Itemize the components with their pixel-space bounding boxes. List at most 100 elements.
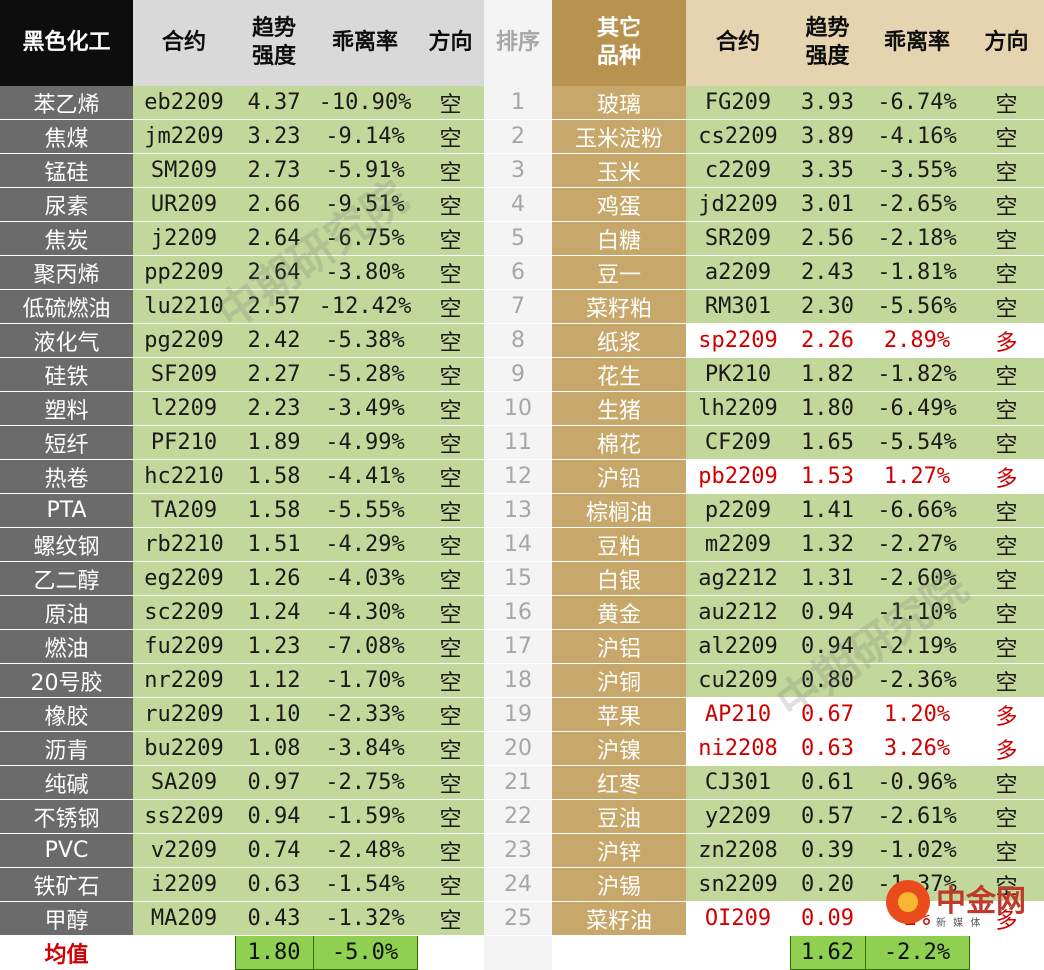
left-deviation: -10.90%: [313, 86, 417, 120]
table-row: 纯碱 SA209 0.97 -2.75% 空 21 红枣 CJ301 0.61 -0.96% 空: [0, 765, 1044, 800]
right-deviation: -6.66%: [865, 493, 969, 528]
left-name: 焦炭: [0, 221, 133, 256]
right-deviation: -1.02%: [865, 833, 969, 868]
right-name: 玉米淀粉: [552, 119, 686, 154]
right-direction: 空: [969, 255, 1044, 290]
right-contract: RM301: [686, 289, 790, 324]
left-direction: 空: [417, 357, 484, 392]
left-contract: SA209: [133, 765, 235, 800]
right-name: 棕榈油: [552, 493, 686, 528]
right-direction: 空: [969, 289, 1044, 324]
left-deviation: -1.59%: [313, 799, 417, 834]
right-direction: 空: [969, 561, 1044, 596]
left-contract: SF209: [133, 357, 235, 392]
rank-header: 排序: [484, 0, 552, 86]
right-contract: jd2209: [686, 187, 790, 222]
left-contract: SM209: [133, 153, 235, 188]
right-deviation: -5.54%: [865, 425, 969, 460]
left-average-deviation: -5.0%: [312, 935, 418, 970]
right-contract: sn2209: [686, 867, 790, 902]
right-direction: 空: [969, 153, 1044, 188]
right-direction: 多: [969, 323, 1044, 358]
left-contract: pp2209: [133, 255, 235, 290]
right-trend: 1.32: [790, 527, 865, 562]
right-deviation: -2.18%: [865, 221, 969, 256]
right-name: 棉花: [552, 425, 686, 460]
right-direction: 空: [969, 357, 1044, 392]
table-row: 焦炭 j2209 2.64 -6.75% 空 5 白糖 SR209 2.56 -2.18% 空: [0, 221, 1044, 256]
rank: 1: [484, 86, 552, 120]
left-name: 低硫燃油: [0, 289, 133, 324]
right-contract-header: 合约: [686, 0, 790, 86]
left-deviation-header: 乖离率: [313, 0, 417, 86]
right-name: 苹果: [552, 697, 686, 732]
right-contract: cs2209: [686, 119, 790, 154]
left-deviation: -5.55%: [313, 493, 417, 528]
left-deviation: -3.84%: [313, 731, 417, 766]
left-contract: ru2209: [133, 697, 235, 732]
left-name: 甲醇: [0, 901, 133, 936]
rank: 19: [484, 697, 552, 732]
table-row: 沥青 bu2209 1.08 -3.84% 空 20 沪镍 ni2208 0.63 3.26% 多: [0, 731, 1044, 766]
right-contract: al2209: [686, 629, 790, 664]
logo-icon: [886, 880, 930, 924]
left-direction: 空: [417, 153, 484, 188]
right-deviation: -0.96%: [865, 765, 969, 800]
right-deviation: 2.89%: [865, 323, 969, 358]
right-deviation: -2.60%: [865, 561, 969, 596]
left-contract: fu2209: [133, 629, 235, 664]
right-name: 沪铝: [552, 629, 686, 664]
right-deviation: -3.55%: [865, 153, 969, 188]
right-name: 白糖: [552, 221, 686, 256]
left-deviation: -4.99%: [313, 425, 417, 460]
left-trend: 2.64: [235, 255, 313, 290]
table-row: 苯乙烯 eb2209 4.37 -10.90% 空 1 玻璃 FG209 3.93 -6.74% 空: [0, 86, 1044, 120]
right-name: 沪镍: [552, 731, 686, 766]
right-direction: 空: [969, 119, 1044, 154]
rank: 22: [484, 799, 552, 834]
rank: 15: [484, 561, 552, 596]
right-name: 红枣: [552, 765, 686, 800]
right-name: 豆一: [552, 255, 686, 290]
right-direction: 空: [969, 867, 1044, 902]
right-contract: au2212: [686, 595, 790, 630]
left-trend: 2.57: [235, 289, 313, 324]
table-row: 乙二醇 eg2209 1.26 -4.03% 空 15 白银 ag2212 1.31 -2.60%…: [0, 561, 1044, 596]
right-direction: 空: [969, 663, 1044, 698]
right-name: 菜籽粕: [552, 289, 686, 324]
left-trend-header: 趋势强度: [235, 0, 313, 86]
left-trend: 2.23: [235, 391, 313, 426]
right-trend: 0.63: [790, 731, 865, 766]
site-logo: 中金网 新 媒 体: [886, 872, 1036, 938]
right-trend: 2.30: [790, 289, 865, 324]
right-contract: lh2209: [686, 391, 790, 426]
right-name: 生猪: [552, 391, 686, 426]
left-average-trend: 1.80: [234, 935, 314, 970]
right-trend: 0.39: [790, 833, 865, 868]
left-trend: 3.23: [235, 119, 313, 154]
left-direction: 空: [417, 901, 484, 936]
right-trend-header: 趋势强度: [790, 0, 865, 86]
right-trend: 1.65: [790, 425, 865, 460]
right-contract: pb2209: [686, 459, 790, 494]
left-direction: 空: [417, 119, 484, 154]
table-row: 燃油 fu2209 1.23 -7.08% 空 17 沪铝 al2209 0.94 -2.19% 空: [0, 629, 1044, 664]
right-direction: 空: [969, 221, 1044, 256]
left-trend: 2.42: [235, 323, 313, 358]
right-name: 黄金: [552, 595, 686, 630]
right-trend: 0.94: [790, 595, 865, 630]
left-contract: j2209: [133, 221, 235, 256]
left-trend: 4.37: [235, 86, 313, 120]
rank: 6: [484, 255, 552, 290]
left-name: 纯碱: [0, 765, 133, 800]
table-row: 热卷 hc2210 1.58 -4.41% 空 12 沪铅 pb2209 1.53 1.27% 多: [0, 459, 1044, 494]
left-name: PTA: [0, 493, 133, 528]
right-deviation: 1.27%: [865, 459, 969, 494]
rank: 11: [484, 425, 552, 460]
left-contract: ss2209: [133, 799, 235, 834]
left-trend: 2.66: [235, 187, 313, 222]
table-row: 短纤 PF210 1.89 -4.99% 空 11 棉花 CF209 1.65 -5.54% 空: [0, 425, 1044, 460]
right-deviation: -6.49%: [865, 391, 969, 426]
right-direction: 多: [969, 697, 1044, 732]
